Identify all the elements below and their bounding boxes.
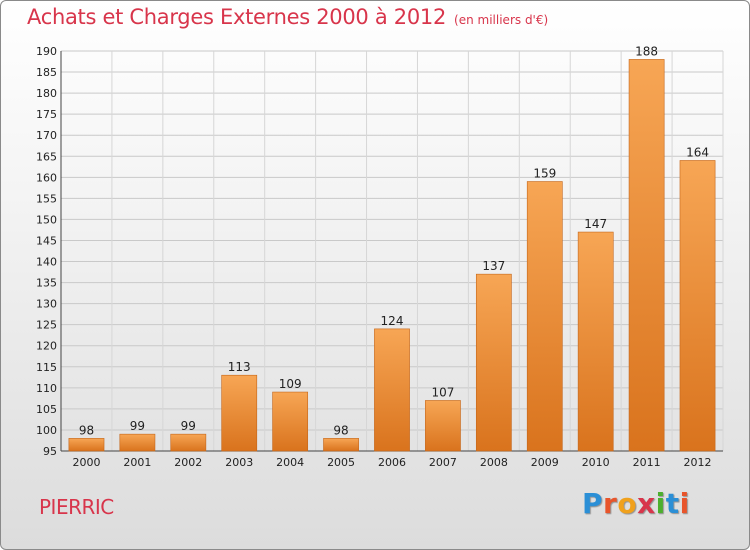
bar-value-label: 188 (635, 44, 658, 58)
x-tick-label: 2010 (582, 456, 610, 469)
town-name: PIERRIC (39, 495, 114, 519)
bar-value-label: 109 (279, 377, 302, 391)
brand-logo: Proxiti (582, 487, 690, 520)
y-tick-label: 185 (36, 66, 57, 79)
x-tick-label: 2003 (225, 456, 253, 469)
y-tick-label: 180 (36, 87, 57, 100)
y-tick-label: 190 (36, 45, 57, 58)
bar (577, 231, 614, 452)
brand-letter: i (679, 487, 690, 520)
bar-value-label: 99 (181, 419, 196, 433)
bar (170, 433, 207, 452)
bar (119, 433, 156, 452)
y-tick-label: 140 (36, 256, 57, 269)
y-tick-label: 150 (36, 213, 57, 226)
x-tick-label: 2002 (174, 456, 202, 469)
y-tick-label: 130 (36, 298, 57, 311)
brand-letter: t (665, 487, 680, 520)
bar-value-label: 107 (431, 385, 454, 399)
x-tick-label: 2009 (531, 456, 559, 469)
x-tick-label: 2001 (123, 456, 151, 469)
chart-subtitle: (en milliers d'€) (454, 13, 549, 27)
bar (374, 328, 410, 452)
bar-value-label: 164 (686, 145, 709, 159)
bar-value-label: 99 (130, 419, 145, 433)
x-tick-label: 2008 (480, 456, 508, 469)
y-tick-label: 175 (36, 108, 57, 121)
brand-letter: o (617, 487, 638, 520)
y-tick-label: 95 (43, 445, 57, 458)
x-tick-label: 2012 (684, 456, 712, 469)
x-tick-label: 2007 (429, 456, 457, 469)
bar (323, 438, 359, 452)
chart-title: Achats et Charges Externes 2000 à 2012 (e… (27, 5, 548, 29)
bar-value-label: 98 (79, 423, 94, 437)
y-tick-label: 155 (36, 192, 57, 205)
bar (526, 181, 563, 452)
bar-value-label: 124 (381, 314, 404, 328)
y-tick-label: 100 (36, 424, 57, 437)
brand-letter: i (655, 487, 666, 520)
bar-value-label: 159 (533, 167, 556, 181)
bar-value-label: 113 (228, 360, 251, 374)
bar-value-label: 137 (482, 259, 505, 273)
chart-title-text: Achats et Charges Externes 2000 à 2012 (27, 5, 447, 29)
bar-value-label: 98 (333, 423, 348, 437)
bar (628, 59, 665, 452)
x-tick-label: 2005 (327, 456, 355, 469)
y-tick-label: 115 (36, 361, 57, 374)
y-tick-label: 110 (36, 382, 57, 395)
y-tick-label: 120 (36, 340, 57, 353)
y-tick-label: 125 (36, 319, 57, 332)
bar (475, 273, 512, 452)
y-tick-label: 170 (36, 129, 57, 142)
y-tick-label: 165 (36, 150, 57, 163)
bar (221, 374, 258, 452)
brand-letter: x (637, 487, 656, 520)
bar (272, 391, 309, 452)
y-tick-label: 135 (36, 277, 57, 290)
bar (679, 160, 716, 452)
bar (425, 400, 461, 452)
x-tick-label: 2006 (378, 456, 406, 469)
brand-letter: r (603, 487, 618, 520)
x-tick-label: 2004 (276, 456, 304, 469)
brand-letter: P (582, 487, 604, 520)
bar-value-label: 147 (584, 217, 607, 231)
y-tick-label: 145 (36, 234, 57, 247)
x-tick-label: 2000 (72, 456, 100, 469)
y-tick-label: 105 (36, 403, 57, 416)
y-tick-label: 160 (36, 171, 57, 184)
x-tick-label: 2011 (633, 456, 661, 469)
bar (68, 438, 105, 452)
